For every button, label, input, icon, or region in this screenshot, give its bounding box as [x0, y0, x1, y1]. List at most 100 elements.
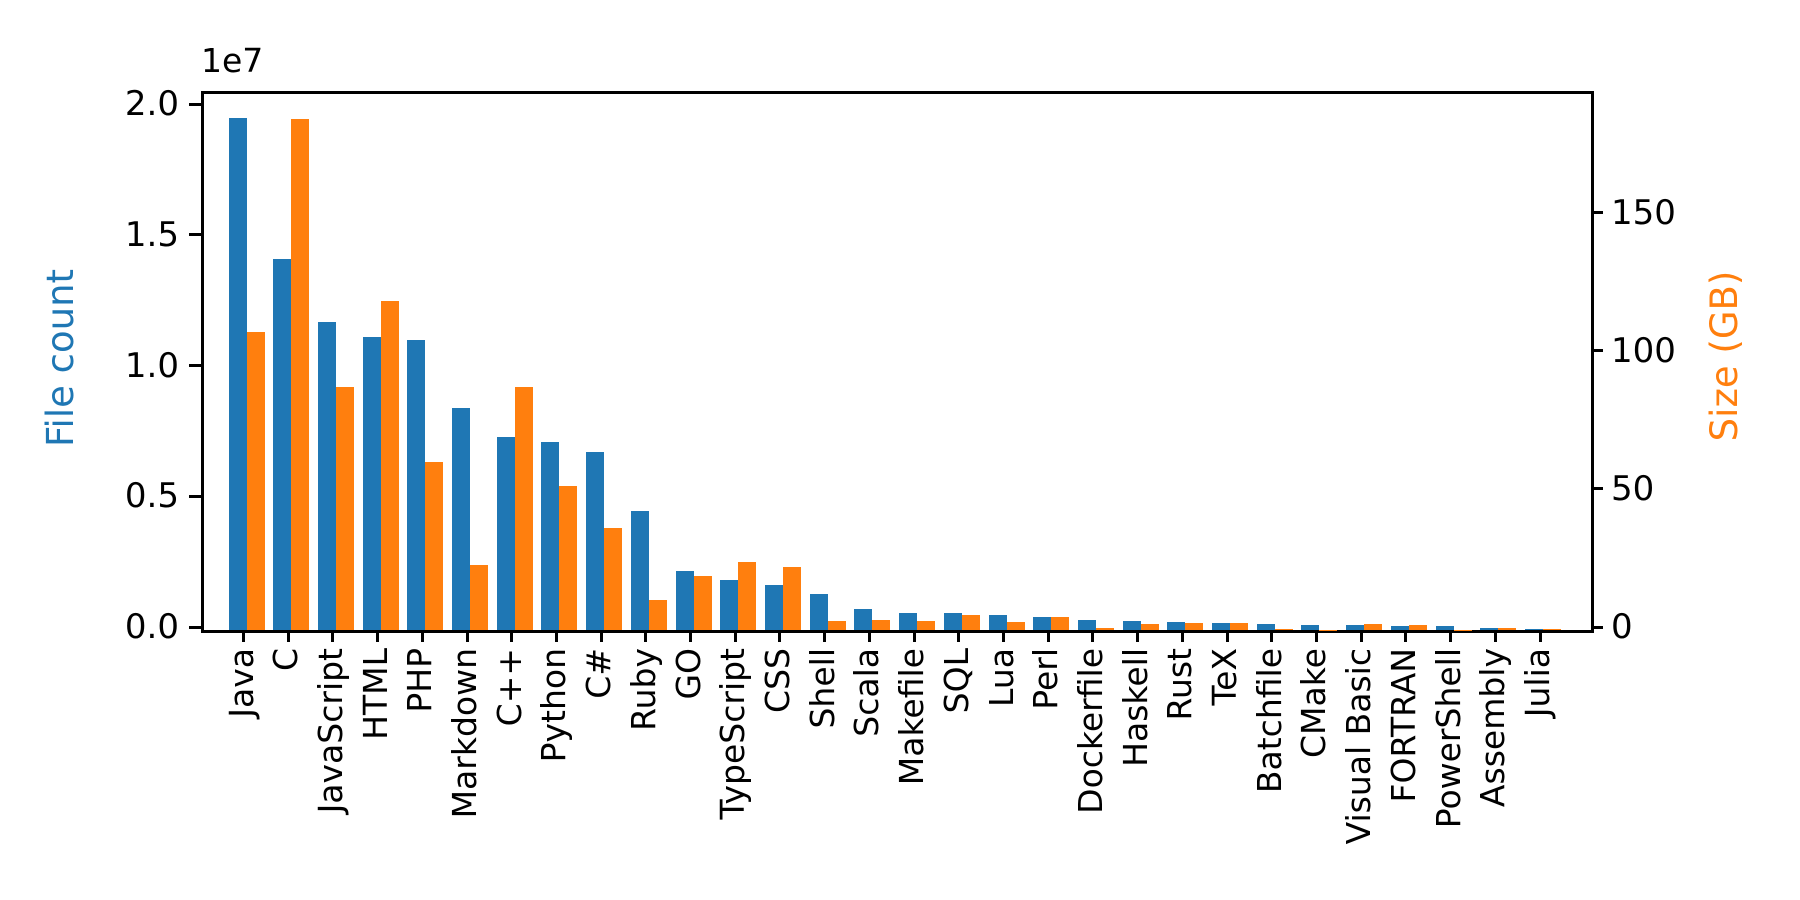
- x-tick-label-lua: Lua: [981, 648, 1021, 707]
- bar-file-count-cmake: [1301, 625, 1320, 630]
- left-tick-mark-0.0: [189, 625, 201, 629]
- bar-size-gb-javascript: [335, 386, 354, 630]
- bar-file-count-assembly: [1480, 628, 1499, 630]
- right-tick-label-50: 50: [1611, 468, 1655, 509]
- bar-file-count-go: [675, 571, 694, 630]
- bar-size-gb-julia: [1543, 629, 1561, 630]
- x-tick-label-css: CSS: [757, 648, 797, 713]
- bar-size-gb-css: [782, 566, 801, 630]
- x-tick-label-typescript: TypeScript: [713, 648, 753, 820]
- bar-file-count-julia: [1525, 628, 1543, 630]
- bar-file-count-python: [541, 441, 560, 630]
- x-tick-label-sql: SQL: [936, 648, 976, 714]
- x-tick-label-julia: Julia: [1518, 648, 1557, 718]
- x-tick-mark-go: [689, 630, 693, 642]
- x-tick-label-ruby: Ruby: [623, 648, 663, 731]
- bar-size-gb-c: [291, 118, 310, 630]
- bar-file-count-php: [407, 339, 426, 630]
- x-tick-mark-java: [242, 630, 245, 642]
- bar-size-gb-haskell: [1140, 624, 1159, 630]
- x-tick-label-java: Java: [221, 648, 261, 718]
- x-tick-mark-c: [599, 630, 603, 642]
- x-tick-mark-lua: [1002, 630, 1006, 642]
- x-tick-label-markdown: Markdown: [445, 648, 485, 819]
- bar-size-gb-html: [380, 301, 399, 630]
- bar-file-count-java: [228, 117, 247, 630]
- x-tick-mark-php: [420, 630, 424, 642]
- x-tick-mark-cmake: [1314, 630, 1318, 642]
- x-tick-label-batchfile: Batchfile: [1249, 648, 1289, 794]
- x-tick-mark-ruby: [644, 630, 648, 642]
- x-tick-label-c: C++: [489, 648, 529, 727]
- x-tick-label-visual-basic: Visual Basic: [1339, 648, 1379, 845]
- x-tick-mark-fortran: [1404, 630, 1408, 642]
- bar-file-count-fortran: [1390, 625, 1409, 630]
- x-tick-label-go: GO: [668, 648, 708, 700]
- x-tick-mark-shell: [823, 630, 827, 642]
- bar-size-gb-c: [604, 527, 623, 630]
- left-tick-mark-0.5: [189, 494, 201, 498]
- x-tick-mark-c: [286, 630, 290, 642]
- x-tick-mark-tex: [1225, 630, 1229, 642]
- right-tick-mark-50: [1591, 487, 1603, 491]
- x-tick-label-tex: TeX: [1205, 648, 1245, 706]
- bar-file-count-batchfile: [1256, 623, 1275, 630]
- left-tick-mark-1.5: [189, 233, 201, 237]
- right-tick-mark-100: [1591, 349, 1603, 353]
- left-tick-label-0.5: 0.5: [124, 476, 179, 517]
- bar-file-count-javascript: [317, 321, 336, 630]
- x-tick-label-javascript: JavaScript: [310, 648, 350, 814]
- bar-size-gb-rust: [1185, 622, 1204, 630]
- bar-size-gb-c: [514, 386, 533, 630]
- bar-file-count-perl: [1033, 616, 1052, 630]
- x-tick-mark-sql: [957, 630, 961, 642]
- x-tick-label-assembly: Assembly: [1473, 648, 1513, 808]
- bar-file-count-shell: [809, 593, 828, 630]
- bar-file-count-rust: [1167, 621, 1186, 630]
- left-tick-label-0.0: 0.0: [124, 607, 179, 647]
- bar-size-gb-python: [559, 486, 578, 630]
- x-tick-mark-typescript: [733, 630, 737, 642]
- left-tick-mark-2.0: [189, 102, 201, 106]
- plot-area: [201, 91, 1594, 633]
- bar-size-gb-dockerfile: [1095, 627, 1114, 630]
- bar-size-gb-makefile: [917, 621, 936, 630]
- right-tick-label-100: 100: [1611, 330, 1676, 371]
- right-tick-label-150: 150: [1611, 192, 1676, 233]
- bar-file-count-c: [586, 452, 605, 630]
- x-tick-label-perl: Perl: [1026, 648, 1066, 710]
- x-tick-label-powershell: PowerShell: [1428, 648, 1468, 829]
- bar-file-count-css: [764, 584, 783, 630]
- left-axis-offset-text: 1e7: [201, 41, 264, 80]
- bar-size-gb-java: [246, 331, 265, 630]
- bar-file-count-c: [273, 258, 292, 630]
- x-tick-mark-c: [510, 630, 514, 642]
- bar-size-gb-fortran: [1408, 624, 1427, 630]
- x-tick-label-cmake: CMake: [1294, 648, 1334, 758]
- bar-file-count-scala: [854, 608, 873, 630]
- bar-size-gb-lua: [1006, 622, 1025, 630]
- x-tick-mark-batchfile: [1270, 630, 1274, 642]
- x-tick-label-shell: Shell: [802, 648, 842, 729]
- bar-file-count-tex: [1212, 623, 1231, 630]
- x-tick-mark-javascript: [331, 630, 335, 642]
- bar-file-count-c: [496, 436, 515, 630]
- x-tick-mark-html: [376, 630, 380, 642]
- x-tick-mark-julia: [1538, 630, 1542, 642]
- x-tick-mark-makefile: [912, 630, 916, 642]
- bar-file-count-lua: [988, 614, 1007, 630]
- right-tick-mark-150: [1591, 211, 1603, 215]
- x-tick-mark-scala: [867, 630, 871, 642]
- bar-file-count-html: [362, 337, 381, 630]
- x-tick-label-c: C: [266, 648, 306, 672]
- bar-file-count-dockerfile: [1077, 620, 1096, 630]
- bar-size-gb-go: [693, 576, 712, 630]
- x-tick-mark-assembly: [1493, 630, 1497, 642]
- x-tick-mark-rust: [1180, 630, 1184, 642]
- x-tick-label-scala: Scala: [847, 648, 887, 737]
- x-tick-mark-python: [554, 630, 558, 642]
- bar-size-gb-batchfile: [1274, 629, 1293, 630]
- x-tick-label-haskell: Haskell: [1115, 648, 1155, 767]
- bar-file-count-sql: [943, 612, 962, 630]
